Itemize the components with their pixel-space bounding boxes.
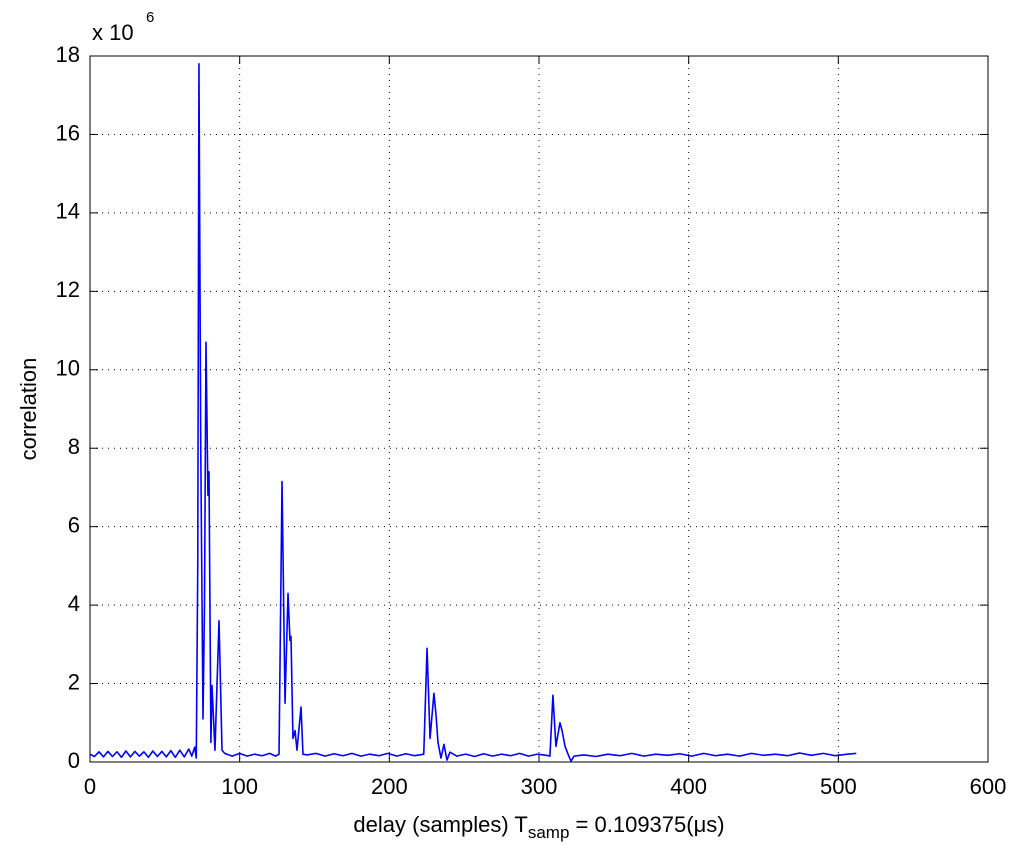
x-tick-label: 600 <box>970 774 1007 799</box>
x-label-subscript: samp <box>528 823 570 842</box>
y-tick-label: 8 <box>68 434 80 459</box>
y-tick-label: 12 <box>56 277 80 302</box>
x-tick-label: 300 <box>521 774 558 799</box>
x-axis-label: delay (samples) Tsamp = 0.109375(μs) <box>353 812 724 843</box>
y-tick-label: 6 <box>68 512 80 537</box>
plot-frame <box>89 55 989 763</box>
y-tick-label: 18 <box>56 42 80 67</box>
x-tick-label: 200 <box>371 774 408 799</box>
x-tick-label: 0 <box>84 774 96 799</box>
x-tick-label: 400 <box>670 774 707 799</box>
line-series <box>89 63 857 763</box>
y-tick-label: 4 <box>68 591 80 616</box>
x-label-rest: = 0.109375(μs) <box>569 812 724 837</box>
x-tick-label: 500 <box>820 774 857 799</box>
y-tick-label: 0 <box>68 748 80 773</box>
y-axis-label: correlation <box>16 358 41 461</box>
x-tick-label: 100 <box>221 774 258 799</box>
y-multiplier: x 10 <box>92 20 134 45</box>
x-label-text: delay (samples) T <box>353 812 527 837</box>
y-tick-label: 10 <box>56 356 80 381</box>
y-tick-label: 2 <box>68 669 80 694</box>
y-tick-label: 14 <box>56 199 80 224</box>
y-tick-label: 16 <box>56 120 80 145</box>
y-multiplier-exponent: 6 <box>146 9 154 26</box>
